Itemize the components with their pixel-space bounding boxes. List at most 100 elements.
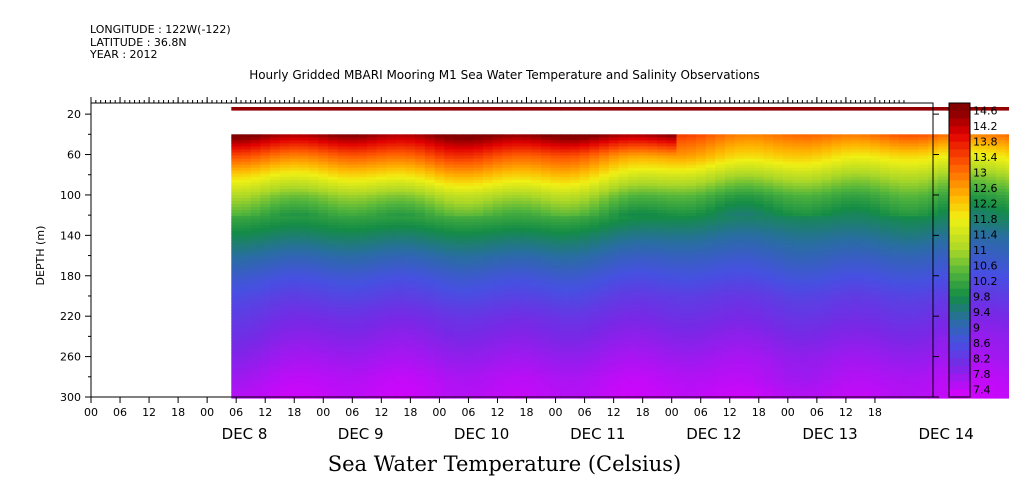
heatmap-cell [424, 388, 436, 393]
heatmap-cell [512, 228, 523, 232]
heatmap-cell [599, 198, 610, 202]
heatmap-cell [444, 352, 455, 357]
heatmap-cell [599, 255, 610, 260]
heatmap-cell [541, 137, 552, 141]
heatmap-cell [734, 313, 745, 317]
heatmap-cell [744, 231, 755, 235]
heatmap-cell [299, 167, 310, 172]
heatmap-cell [734, 185, 745, 190]
heatmap-cell [686, 164, 697, 169]
heatmap-cell [715, 146, 726, 150]
heatmap-cell [657, 391, 668, 396]
heatmap-cell [299, 385, 310, 390]
heatmap-cell [366, 158, 378, 163]
heatmap-cell [521, 191, 532, 196]
heatmap-cell [773, 149, 784, 154]
heatmap-cell [424, 358, 436, 363]
heatmap-cell [599, 334, 610, 338]
heatmap-cell [666, 304, 678, 308]
heatmap-cell [357, 158, 368, 163]
heatmap-cell [521, 107, 532, 111]
heatmap-cell [521, 170, 532, 175]
heatmap-cell [695, 355, 707, 360]
heatmap-cell [560, 240, 571, 244]
heatmap-cell [705, 373, 716, 378]
heatmap-cell [579, 285, 590, 290]
heatmap-cell [492, 191, 503, 196]
heatmap-cell [337, 285, 349, 290]
heatmap-cell [763, 140, 774, 144]
heatmap-cell [754, 267, 765, 272]
heatmap-cell [512, 240, 523, 244]
heatmap-cell [589, 319, 600, 323]
heatmap-cell [744, 331, 755, 335]
heatmap-cell [289, 337, 300, 341]
heatmap-cell [492, 340, 503, 344]
heatmap-cell [328, 325, 339, 329]
heatmap-cell [376, 255, 387, 260]
heatmap-cell [608, 376, 620, 381]
heatmap-cell [628, 237, 639, 241]
heatmap-cell [686, 249, 697, 254]
heatmap-cell [231, 310, 242, 314]
heatmap-cell [279, 240, 290, 244]
heatmap-cell [308, 155, 320, 160]
heatmap-cell [328, 188, 339, 193]
heatmap-cell [395, 143, 407, 147]
heatmap-cell [618, 222, 629, 226]
heatmap-cell [386, 295, 397, 299]
heatmap-cell [289, 331, 300, 335]
heatmap-cell [531, 185, 542, 190]
heatmap-cell [521, 316, 532, 320]
heatmap-cell [463, 134, 474, 138]
heatmap-cell [415, 316, 426, 320]
heatmap-cell [589, 337, 600, 341]
heatmap-cell [502, 385, 513, 390]
heatmap-cell [608, 370, 620, 375]
heatmap-cell [279, 170, 290, 175]
heatmap-cell [395, 325, 407, 329]
heatmap-cell [512, 167, 523, 172]
heatmap-cell [560, 161, 571, 166]
heatmap-cell [424, 164, 436, 169]
heatmap-cell [366, 246, 378, 251]
heatmap-cell [531, 231, 542, 235]
heatmap-cell [318, 191, 329, 196]
heatmap-cell [260, 346, 271, 351]
heatmap-cell [299, 228, 310, 232]
heatmap-cell [415, 140, 426, 144]
heatmap-cell [434, 295, 445, 299]
heatmap-cell [579, 343, 590, 348]
heatmap-cell [608, 304, 620, 308]
heatmap-cell [589, 191, 600, 196]
heatmap-cell [250, 237, 261, 241]
heatmap-cell [550, 367, 561, 372]
heatmap-cell [241, 391, 252, 396]
heatmap-cell [405, 307, 416, 311]
heatmap-cell [715, 231, 726, 235]
heatmap-cell [279, 276, 290, 281]
heatmap-cell [589, 182, 600, 187]
heatmap-cell [754, 246, 765, 251]
heatmap-cell [560, 273, 571, 278]
heatmap-cell [637, 198, 649, 202]
heatmap-cell [328, 249, 339, 254]
heatmap-cell [705, 346, 716, 351]
heatmap-cell [695, 391, 707, 396]
heatmap-cell [328, 331, 339, 335]
heatmap-cell [502, 204, 513, 208]
heatmap-cell [521, 319, 532, 323]
heatmap-cell [415, 188, 426, 193]
heatmap-cell [347, 255, 358, 260]
heatmap-cell [744, 358, 755, 363]
heatmap-cell [724, 276, 736, 281]
heatmap-cell [550, 331, 561, 335]
heatmap-cell [647, 255, 658, 260]
heatmap-cell [366, 249, 378, 254]
heatmap-cell [289, 325, 300, 329]
heatmap-cell [366, 240, 378, 244]
heatmap-cell [250, 182, 261, 187]
heatmap-cell [647, 370, 658, 375]
heatmap-cell [444, 273, 455, 278]
heatmap-cell [279, 207, 290, 211]
